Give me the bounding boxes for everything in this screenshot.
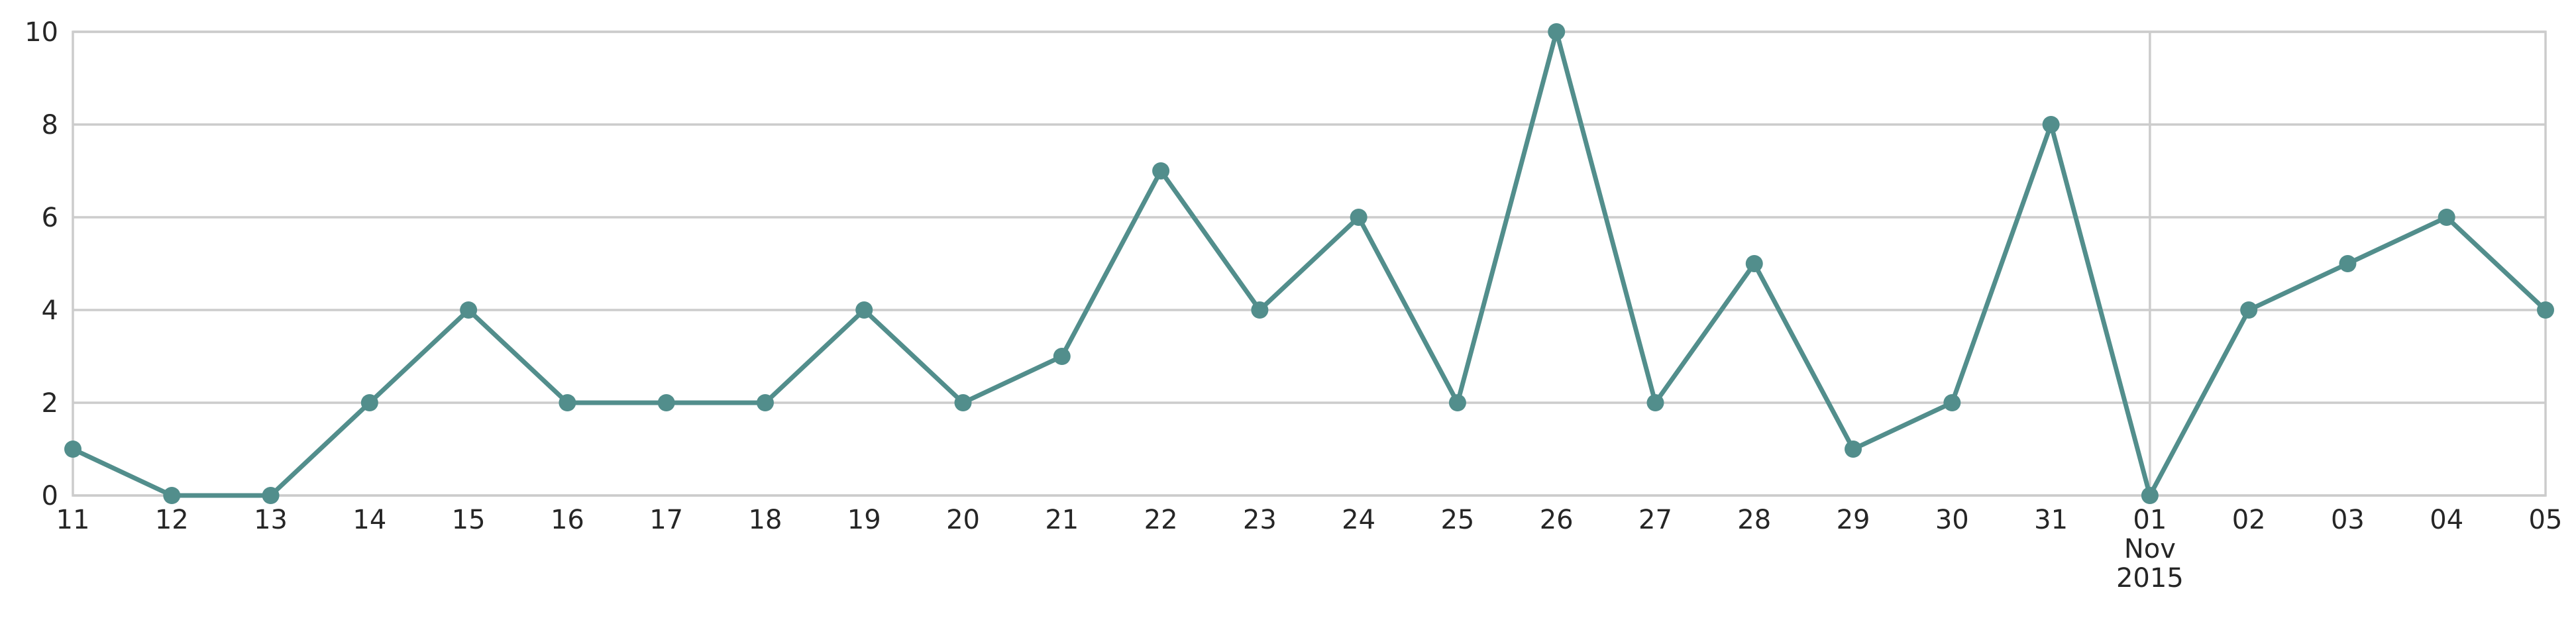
x-tick-label: 28 bbox=[1737, 505, 1771, 535]
y-tick-label: 10 bbox=[25, 17, 58, 48]
data-point bbox=[64, 441, 81, 458]
series-line bbox=[72, 29, 2548, 498]
x-tick-sublabel: 2015 bbox=[2116, 563, 2184, 594]
x-tick-label: 12 bbox=[155, 505, 189, 535]
data-point bbox=[2240, 301, 2258, 319]
y-tick-label: 0 bbox=[42, 481, 58, 511]
x-tick-sublabel: Nov bbox=[2124, 534, 2176, 564]
x-tick-label: 20 bbox=[946, 505, 980, 535]
x-tick-label: 15 bbox=[452, 505, 486, 535]
x-tick-label: 03 bbox=[2331, 505, 2365, 535]
data-point bbox=[1646, 394, 1664, 411]
data-point bbox=[1745, 255, 1763, 272]
x-tick-label: 02 bbox=[2232, 505, 2266, 535]
data-point bbox=[2141, 487, 2159, 504]
data-point bbox=[1448, 394, 1466, 411]
x-tick-label: 21 bbox=[1045, 505, 1079, 535]
x-tick-label: 16 bbox=[551, 505, 584, 535]
x-tick-label: 17 bbox=[649, 505, 683, 535]
x-tick-label: 18 bbox=[749, 505, 782, 535]
x-tick-label: 19 bbox=[847, 505, 881, 535]
x-tick-label: 30 bbox=[1935, 505, 1969, 535]
y-tick-label: 6 bbox=[42, 203, 58, 233]
x-tick-label: 27 bbox=[1638, 505, 1672, 535]
data-point bbox=[954, 394, 972, 411]
data-point bbox=[1943, 394, 1961, 411]
data-point bbox=[559, 394, 576, 411]
x-tick-label: 04 bbox=[2430, 505, 2463, 535]
data-point bbox=[1251, 301, 1269, 319]
data-point bbox=[756, 394, 774, 411]
data-point bbox=[262, 487, 280, 504]
y-tick-label: 4 bbox=[42, 295, 58, 326]
data-point bbox=[657, 394, 675, 411]
x-tick-label: 11 bbox=[56, 505, 90, 535]
data-point bbox=[2339, 255, 2357, 272]
x-tick-label: 29 bbox=[1837, 505, 1870, 535]
y-tick-label: 2 bbox=[42, 388, 58, 419]
data-point bbox=[460, 301, 478, 319]
data-point bbox=[1548, 23, 1566, 40]
x-tick-label: 14 bbox=[352, 505, 386, 535]
x-tick-label: 25 bbox=[1440, 505, 1474, 535]
data-point bbox=[2438, 209, 2455, 226]
data-point bbox=[2042, 116, 2060, 133]
x-tick-label: 23 bbox=[1243, 505, 1277, 535]
plot-frame bbox=[72, 30, 2547, 497]
data-point bbox=[360, 394, 378, 411]
x-tick-label: 13 bbox=[254, 505, 288, 535]
data-point bbox=[1053, 348, 1071, 365]
x-tick-label: 24 bbox=[1342, 505, 1375, 535]
x-tick-label: 31 bbox=[2034, 505, 2068, 535]
x-tick-label: 26 bbox=[1540, 505, 1574, 535]
x-tick-label: 01 bbox=[2133, 505, 2167, 535]
data-point bbox=[163, 487, 181, 504]
data-point bbox=[1152, 162, 1170, 180]
data-series bbox=[64, 23, 2554, 504]
x-tick-label: 22 bbox=[1144, 505, 1178, 535]
data-point bbox=[2537, 301, 2554, 319]
data-point bbox=[1350, 209, 1368, 226]
axes bbox=[72, 30, 2547, 497]
data-point bbox=[855, 301, 873, 319]
data-point bbox=[1845, 441, 1862, 458]
y-tick-label: 8 bbox=[42, 110, 58, 140]
x-tick-label: 05 bbox=[2529, 505, 2563, 535]
